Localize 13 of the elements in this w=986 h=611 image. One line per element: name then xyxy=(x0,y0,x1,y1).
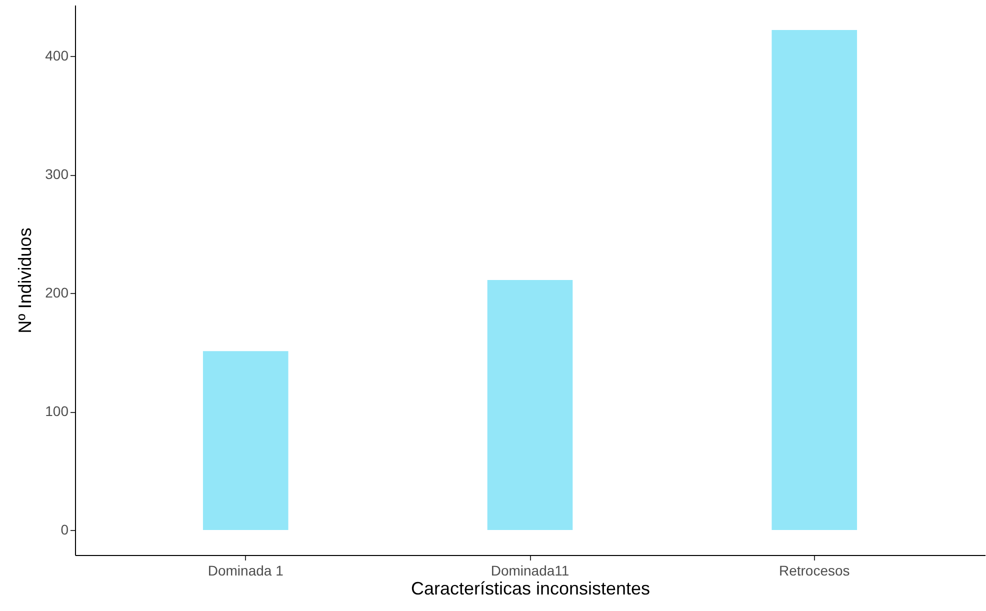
y-axis-title: Nº Individuos xyxy=(15,228,36,334)
y-tick-label: 100 xyxy=(45,403,69,420)
x-tick-label: Dominada11 xyxy=(490,562,570,578)
y-tick-label: 0 xyxy=(60,522,69,538)
bar xyxy=(487,280,573,530)
bar xyxy=(772,30,858,530)
bar xyxy=(202,351,288,530)
x-axis-title: Características inconsistentes xyxy=(410,578,650,598)
y-tick-label: 300 xyxy=(45,166,69,182)
y-tick-label: 200 xyxy=(45,284,69,301)
x-tick-label: Dominada 1 xyxy=(208,562,284,578)
x-tick-label: Retrocesos xyxy=(778,562,850,578)
y-tick-label: 400 xyxy=(45,48,69,64)
